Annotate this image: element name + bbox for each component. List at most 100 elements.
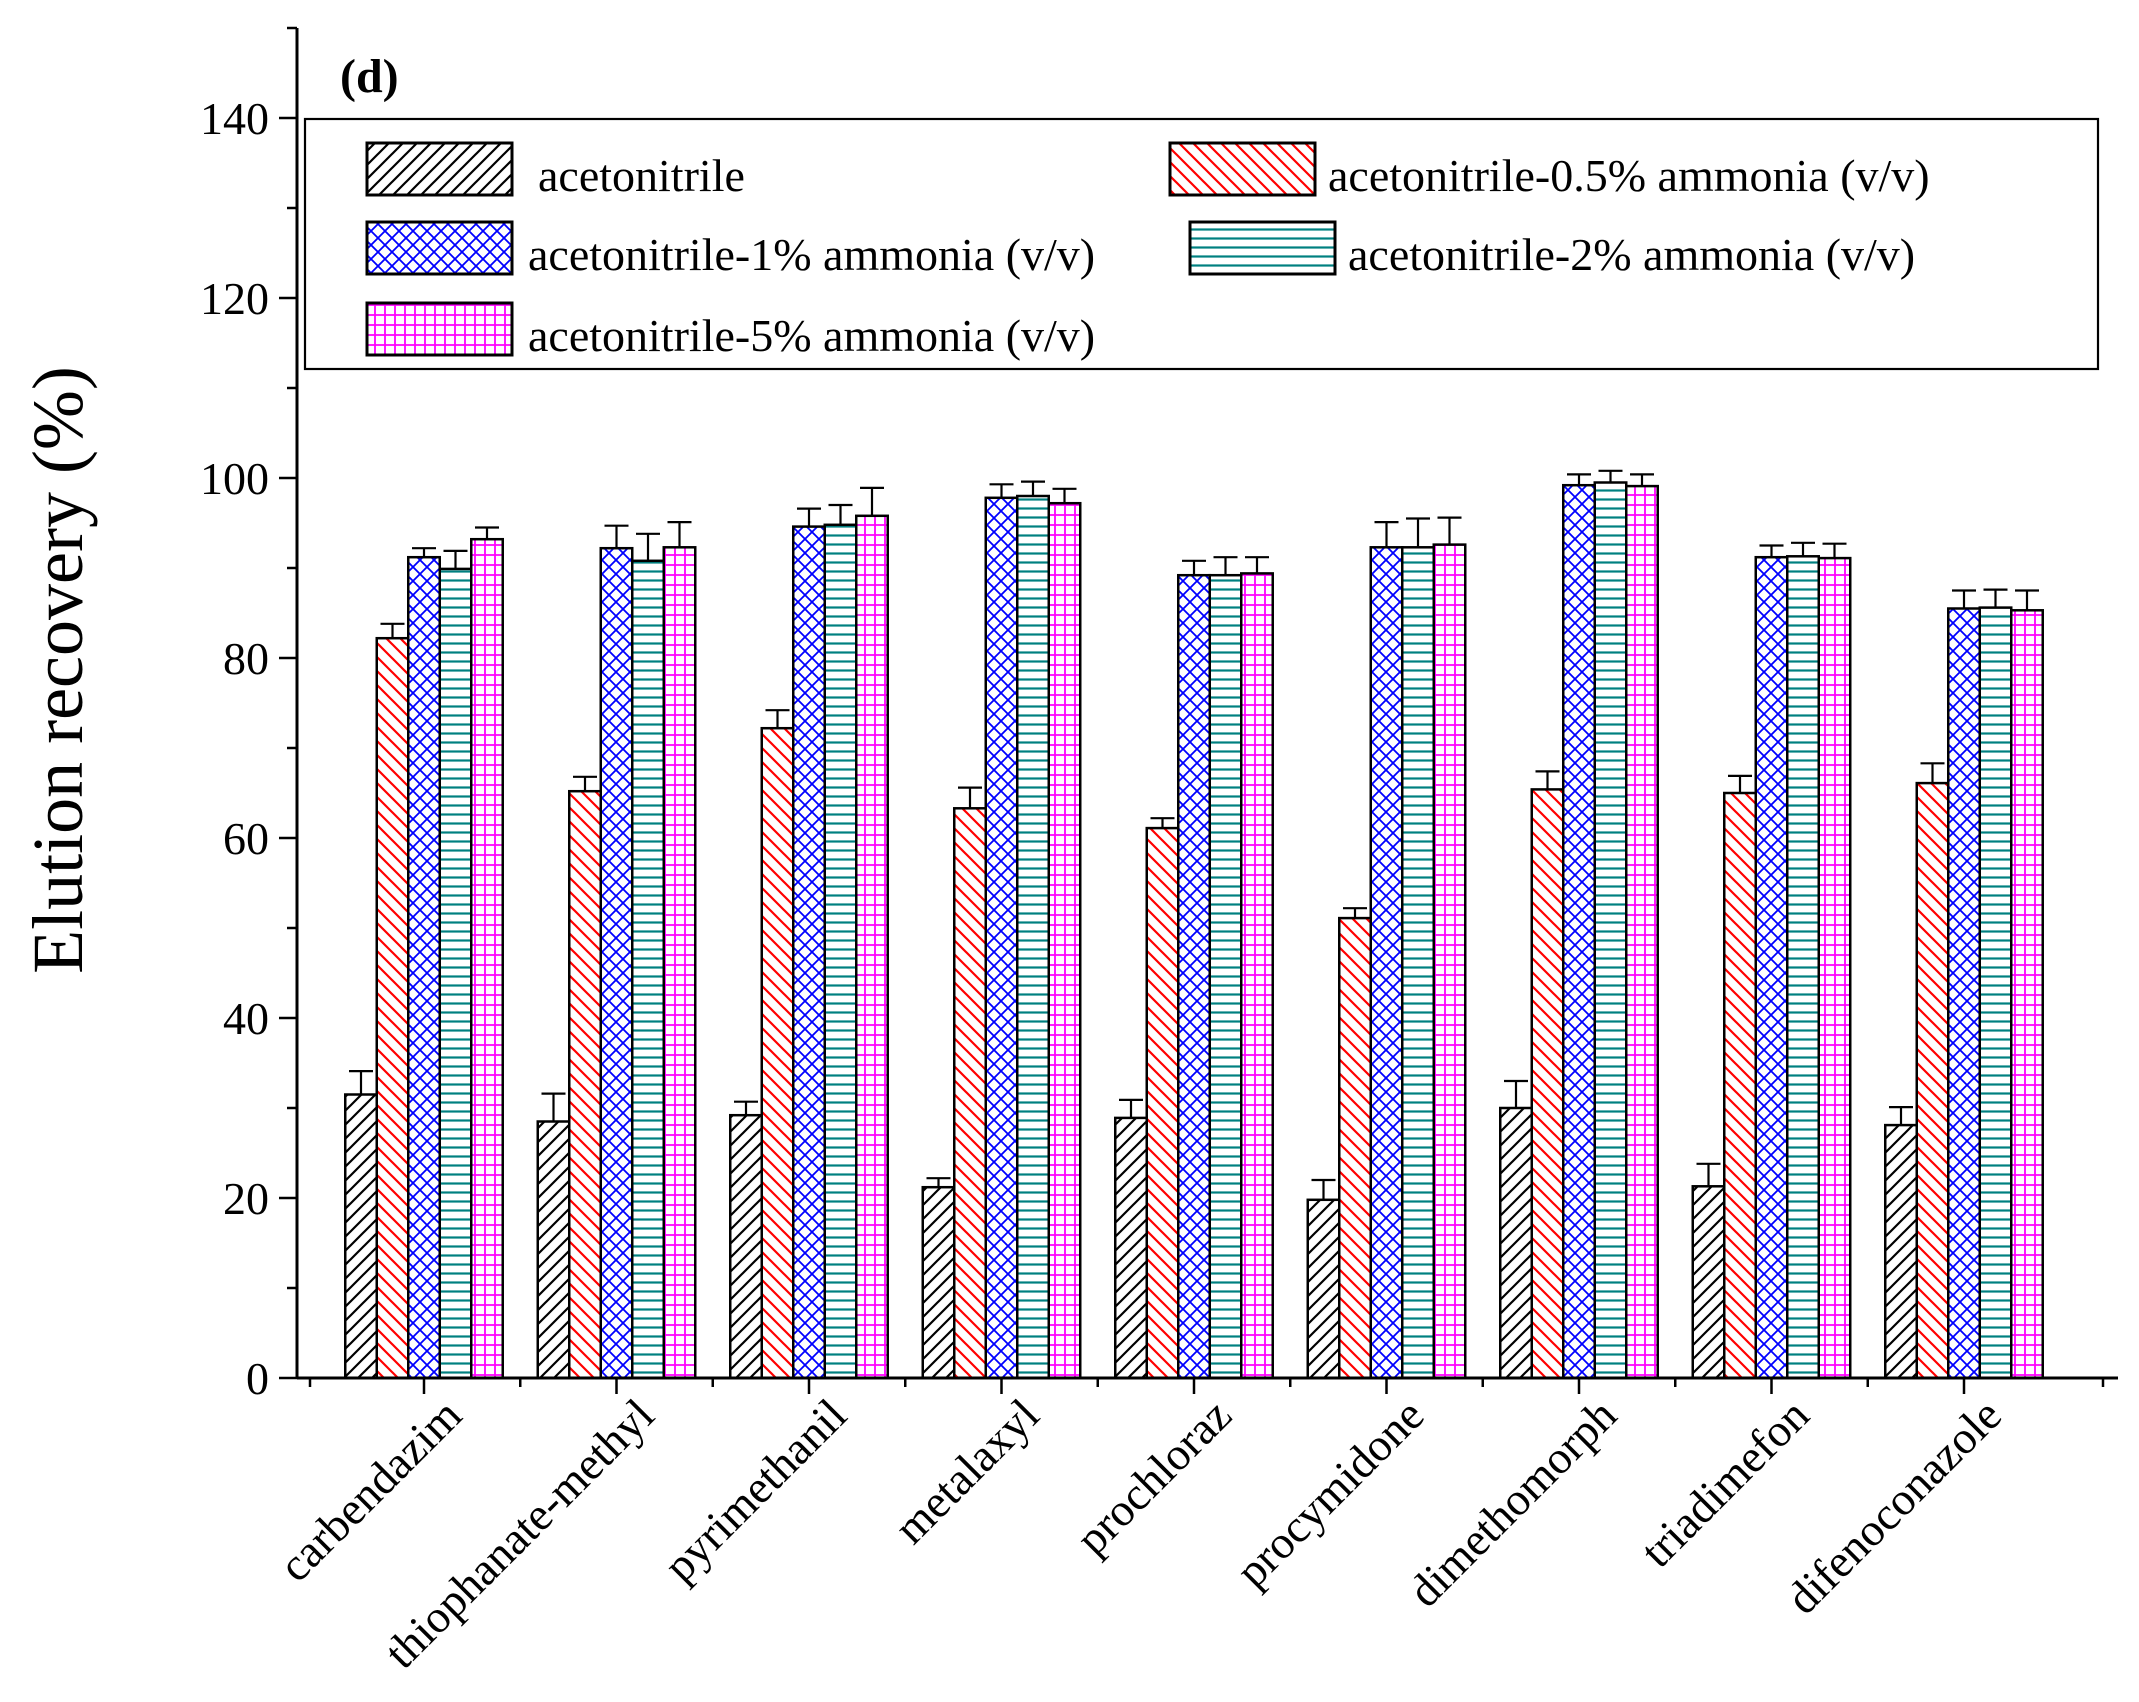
bar-procymidone-series-4	[1432, 543, 1467, 1380]
y-tick-label: 20	[223, 1173, 269, 1224]
bar-difenoconazole-series-3	[1978, 606, 2013, 1380]
error-bar-carbendazim-series-3	[443, 549, 468, 569]
bar-dimethomorph-series-1	[1530, 788, 1565, 1380]
bar-triadimefon-series-2	[1754, 555, 1789, 1380]
error-bar-prochloraz-series-0	[1119, 1098, 1143, 1118]
error-bar-pyrimethanil-series-2	[797, 507, 821, 527]
bar-triadimefon-series-0	[1691, 1185, 1726, 1380]
bar-metalaxyl-series-1	[953, 807, 987, 1380]
bar-thiophanate-methyl-series-3	[631, 559, 665, 1380]
bar-prochloraz-series-3	[1208, 573, 1243, 1380]
error-bar-triadimefon-series-2	[1759, 544, 1784, 558]
error-bar-thiophanate-methyl-series-1	[573, 775, 597, 792]
error-bar-metalaxyl-series-3	[1021, 480, 1045, 496]
x-tick-label-metalaxyl: metalaxyl	[884, 1389, 1048, 1553]
error-bar-difenoconazole-series-2	[1952, 589, 1976, 609]
error-bar-prochloraz-series-2	[1182, 559, 1206, 576]
panel-label: (d)	[340, 50, 399, 103]
y-tick-label: 140	[200, 93, 269, 144]
y-tick-label: 80	[223, 633, 269, 684]
error-bar-difenoconazole-series-3	[1983, 588, 2008, 608]
x-tick-label-triadimefon: triadimefon	[1631, 1389, 1819, 1577]
error-bar-metalaxyl-series-4	[1052, 487, 1077, 504]
error-bar-carbendazim-series-1	[380, 622, 405, 639]
bar-thiophanate-methyl-series-4	[662, 546, 697, 1380]
error-bar-prochloraz-series-1	[1150, 817, 1175, 829]
legend-entry-0: acetonitrile	[365, 141, 745, 201]
bar-difenoconazole-series-0	[1884, 1123, 1918, 1380]
bar-procymidone-series-3	[1401, 546, 1435, 1380]
error-bar-carbendazim-series-2	[412, 547, 436, 558]
error-bar-pyrimethanil-series-4	[860, 486, 884, 516]
y-tick-label: 40	[223, 993, 269, 1044]
legend-swatch	[365, 220, 514, 276]
x-tick-label-prochloraz: prochloraz	[1066, 1389, 1241, 1564]
bar-difenoconazole-series-4	[2010, 609, 2044, 1380]
bar-procymidone-series-0	[1306, 1198, 1341, 1380]
bar-prochloraz-series-0	[1114, 1116, 1148, 1380]
legend-swatch	[365, 141, 514, 197]
bar-procymidone-series-2	[1369, 546, 1404, 1380]
legend-label: acetonitrile-1% ammonia (v/v)	[528, 229, 1095, 280]
bar-metalaxyl-series-0	[921, 1185, 956, 1380]
error-bar-pyrimethanil-series-3	[828, 503, 853, 525]
error-bar-prochloraz-series-3	[1213, 556, 1238, 576]
bar-pyrimethanil-series-0	[729, 1113, 763, 1380]
bar-carbendazim-series-3	[438, 567, 473, 1380]
bar-procymidone-series-1	[1338, 916, 1372, 1380]
legend-label: acetonitrile-0.5% ammonia (v/v)	[1328, 150, 1930, 201]
error-bar-triadimefon-series-4	[1822, 542, 1847, 559]
error-bar-difenoconazole-series-4	[2015, 589, 2039, 611]
bar-dimethomorph-series-4	[1625, 484, 1659, 1380]
error-bar-triadimefon-series-3	[1791, 541, 1815, 557]
bar-triadimefon-series-1	[1723, 791, 1757, 1380]
bar-pyrimethanil-series-2	[792, 525, 826, 1380]
bar-pyrimethanil-series-1	[760, 726, 795, 1380]
legend-entry-2: acetonitrile-1% ammonia (v/v)	[365, 220, 1095, 280]
error-bar-procymidone-series-3	[1406, 517, 1430, 548]
error-bar-triadimefon-series-1	[1728, 774, 1752, 793]
x-tick-label-pyrimethanil: pyrimethanil	[654, 1389, 856, 1591]
error-bar-difenoconazole-series-0	[1889, 1105, 1913, 1126]
legend-entry-4: acetonitrile-5% ammonia (v/v)	[365, 301, 1095, 361]
legend-swatch	[365, 301, 514, 357]
bar-carbendazim-series-0	[344, 1093, 378, 1380]
error-bar-thiophanate-methyl-series-4	[667, 520, 692, 548]
error-bar-pyrimethanil-series-1	[765, 709, 790, 729]
error-bar-dimethomorph-series-2	[1567, 473, 1591, 486]
legend-label: acetonitrile-5% ammonia (v/v)	[528, 310, 1095, 361]
bar-difenoconazole-series-1	[1915, 781, 1950, 1380]
bar-dimethomorph-series-2	[1562, 483, 1596, 1380]
error-bar-procymidone-series-4	[1437, 516, 1462, 545]
error-bar-prochloraz-series-4	[1245, 556, 1269, 574]
bar-metalaxyl-series-4	[1047, 501, 1082, 1380]
y-tick-label: 0	[246, 1353, 269, 1404]
y-axis-title: Elution recovery (%)	[18, 366, 98, 974]
error-bar-thiophanate-methyl-series-0	[541, 1092, 566, 1122]
y-tick-label: 60	[223, 813, 269, 864]
legend-label: acetonitrile-2% ammonia (v/v)	[1348, 229, 1915, 280]
y-tick-label: 100	[200, 453, 269, 504]
bar-metalaxyl-series-2	[984, 496, 1019, 1380]
bar-triadimefon-series-4	[1817, 556, 1852, 1380]
legend-label: acetonitrile	[538, 150, 745, 201]
error-bar-dimethomorph-series-3	[1598, 469, 1623, 483]
error-bar-metalaxyl-series-0	[926, 1177, 951, 1188]
bar-pyrimethanil-series-4	[855, 514, 889, 1380]
error-bar-thiophanate-methyl-series-3	[636, 532, 660, 561]
legend-swatch	[1188, 220, 1337, 276]
bar-pyrimethanil-series-3	[823, 523, 858, 1380]
error-bar-dimethomorph-series-0	[1504, 1079, 1528, 1108]
bar-difenoconazole-series-2	[1947, 607, 1981, 1380]
bar-thiophanate-methyl-series-0	[536, 1120, 571, 1380]
error-bar-procymidone-series-0	[1311, 1178, 1336, 1200]
error-bar-carbendazim-series-0	[349, 1069, 373, 1095]
error-bar-dimethomorph-series-1	[1535, 770, 1560, 790]
bar-dimethomorph-series-3	[1593, 481, 1628, 1380]
bar-thiophanate-methyl-series-2	[599, 546, 634, 1380]
error-bar-metalaxyl-series-2	[989, 483, 1014, 498]
legend-entry-3: acetonitrile-2% ammonia (v/v)	[1188, 220, 1915, 280]
bar-metalaxyl-series-3	[1016, 494, 1050, 1380]
